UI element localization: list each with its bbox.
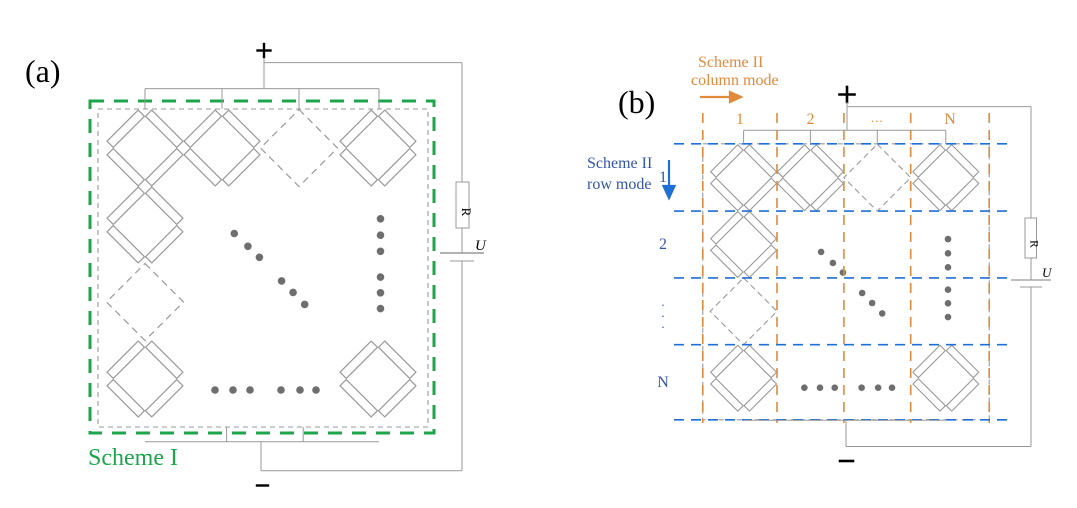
svg-text:Scheme I: Scheme I: [88, 445, 178, 471]
svg-text:row mode: row mode: [587, 176, 651, 193]
svg-text:N: N: [657, 374, 669, 391]
svg-text:U: U: [1042, 265, 1053, 280]
svg-text:Scheme II: Scheme II: [698, 54, 763, 71]
svg-text:R: R: [1028, 240, 1040, 248]
svg-text:1: 1: [736, 111, 744, 128]
svg-text:2: 2: [659, 236, 667, 253]
svg-text:2: 2: [807, 111, 815, 128]
svg-text:N: N: [944, 111, 956, 128]
svg-text:Scheme II: Scheme II: [587, 155, 652, 172]
svg-text:1: 1: [659, 169, 667, 186]
svg-text:(b): (b): [618, 84, 655, 120]
svg-text:.: .: [661, 316, 664, 331]
svg-text:column mode: column mode: [691, 72, 779, 89]
svg-text:U: U: [475, 238, 487, 254]
svg-text:R: R: [459, 208, 474, 217]
svg-text:...: ...: [871, 110, 884, 125]
svg-text:(a): (a): [25, 53, 61, 89]
